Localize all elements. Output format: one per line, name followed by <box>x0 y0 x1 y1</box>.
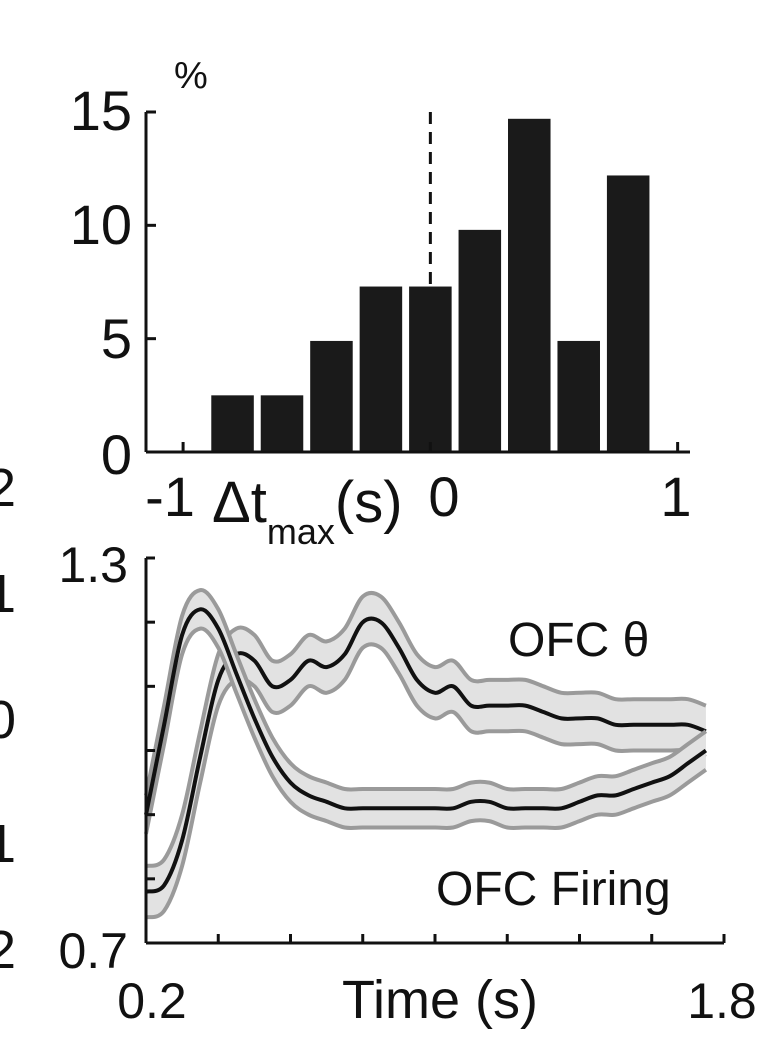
histogram-x-label-sub: max <box>267 511 335 552</box>
ofc-theta-error-band <box>146 592 706 918</box>
line-x-tick-end: 1.8 <box>687 973 757 1029</box>
histogram-x-label-unit: (s) <box>335 470 403 535</box>
ofc-firing-error-band <box>146 590 706 834</box>
histogram-bar <box>409 286 452 452</box>
histogram-ticks <box>146 110 680 454</box>
ofc-firing-mean-line <box>144 607 708 816</box>
cropped-tick-fragment-3: 0 <box>0 690 16 750</box>
histogram-x-label: Δtmax(s) <box>212 470 403 552</box>
histogram-x-tick-0: 0 <box>428 465 459 528</box>
histogram-bar <box>557 340 600 452</box>
histogram-bars <box>211 118 650 453</box>
histogram-bar <box>508 118 551 453</box>
line-y-tick-bottom: 0.7 <box>58 923 128 979</box>
ofc-firing-band-upper-edge <box>144 588 708 796</box>
histogram-x-tick-1: 1 <box>660 465 691 528</box>
annotation-ofc-theta: OFC θ <box>508 614 649 667</box>
histogram-bar <box>359 286 403 452</box>
cropped-tick-fragment-4: 1 <box>0 814 16 874</box>
histogram-panel: % 15 10 5 0 -1 0 1 Δtmax(s) <box>70 55 692 552</box>
histogram-bar <box>260 395 304 452</box>
cropped-tick-fragment-2: 1 <box>0 564 16 624</box>
histogram-y-tick-5: 5 <box>101 307 132 370</box>
ofc-firing-band-lower-edge <box>144 626 708 835</box>
histogram-y-tick-10: 10 <box>70 193 132 256</box>
cropped-tick-fragment-5: 2 <box>0 920 16 980</box>
cropped-tick-fragment-1: 2 <box>0 458 16 518</box>
annotation-ofc-firing: OFC Firing <box>436 863 671 916</box>
ofc-theta-band-upper-edge <box>145 590 707 868</box>
histogram-bar <box>310 340 353 452</box>
time-course-panel: 1.3 0.7 0.2 1.8 Time (s) OFC θ OFC Firin… <box>0 458 757 1030</box>
histogram-x-label-main: Δt <box>212 470 267 535</box>
line-ticks <box>144 556 726 945</box>
line-series-group <box>144 588 708 920</box>
line-y-tick-top: 1.3 <box>58 537 128 593</box>
histogram-y-tick-0: 0 <box>101 423 132 486</box>
line-x-label: Time (s) <box>342 970 538 1030</box>
histogram-bar <box>458 229 502 452</box>
histogram-bar <box>211 395 254 452</box>
line-x-tick-start: 0.2 <box>117 973 187 1029</box>
histogram-y-label: % <box>174 55 208 97</box>
histogram-x-tick-minus1: -1 <box>145 465 195 528</box>
histogram-y-tick-15: 15 <box>70 79 132 142</box>
histogram-bar <box>606 175 650 452</box>
